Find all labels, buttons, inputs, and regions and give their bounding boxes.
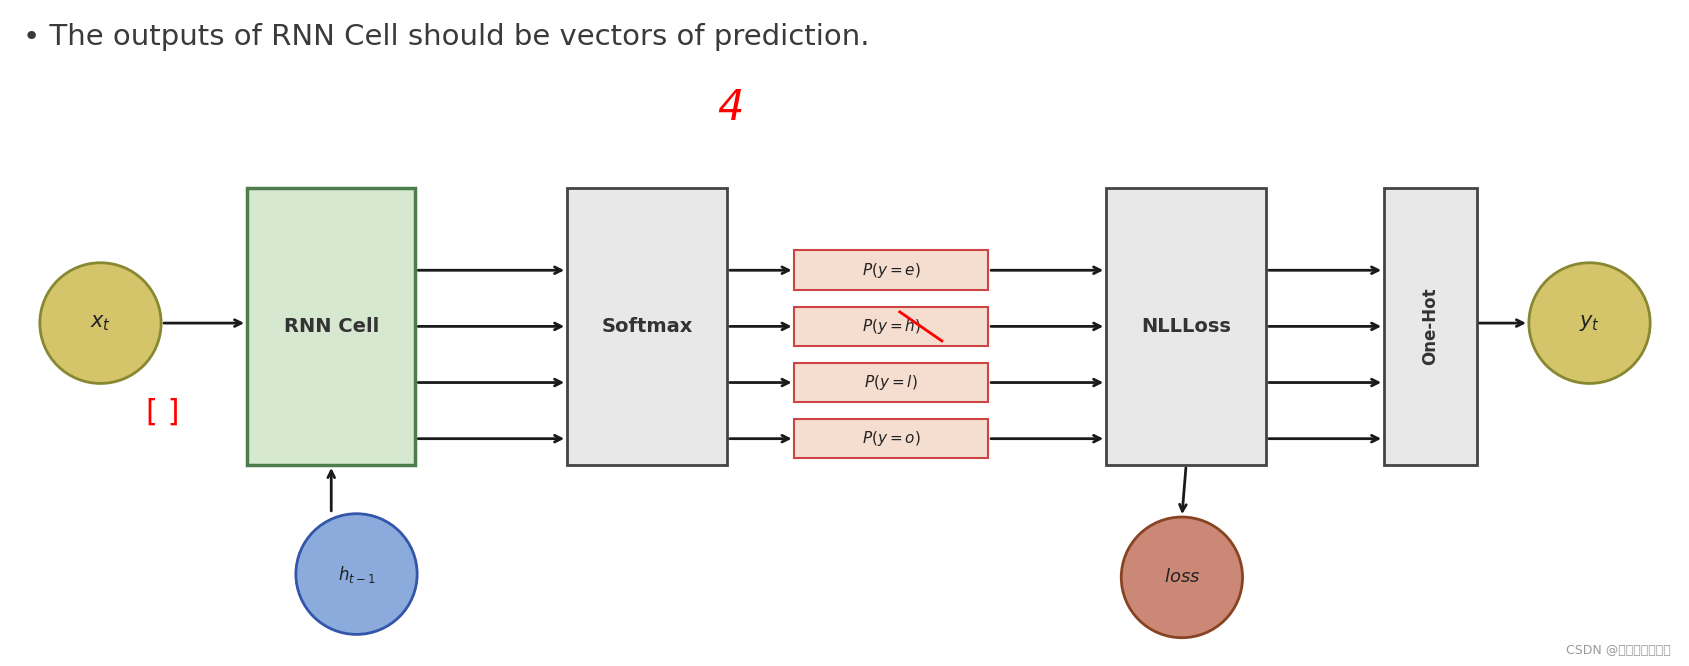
Text: CSDN @北边一颗小星星: CSDN @北边一颗小星星 [1564, 643, 1669, 657]
Text: NLLLoss: NLLLoss [1140, 317, 1230, 336]
Text: • The outputs of RNN Cell should be vectors of prediction.: • The outputs of RNN Cell should be vect… [24, 23, 868, 51]
FancyBboxPatch shape [1383, 188, 1476, 465]
FancyBboxPatch shape [794, 419, 988, 458]
Ellipse shape [1120, 517, 1241, 638]
Text: Softmax: Softmax [601, 317, 692, 336]
FancyBboxPatch shape [568, 188, 726, 465]
Text: $P(y = l)$: $P(y = l)$ [865, 373, 917, 392]
Text: $P(y = h)$: $P(y = h)$ [861, 317, 921, 336]
Ellipse shape [296, 513, 417, 635]
Text: One-Hot: One-Hot [1420, 288, 1439, 365]
FancyBboxPatch shape [247, 188, 415, 465]
FancyBboxPatch shape [1105, 188, 1265, 465]
Text: $x_t$: $x_t$ [90, 313, 111, 333]
Text: 4: 4 [716, 87, 743, 129]
Text: $P(y = e)$: $P(y = e)$ [861, 261, 921, 280]
Text: $h_{t-1}$: $h_{t-1}$ [338, 563, 375, 585]
Ellipse shape [41, 263, 160, 384]
FancyBboxPatch shape [794, 363, 988, 402]
FancyBboxPatch shape [794, 250, 988, 290]
Text: $P(y = o)$: $P(y = o)$ [861, 429, 921, 448]
Text: $loss$: $loss$ [1164, 568, 1199, 586]
Text: RNN Cell: RNN Cell [284, 317, 378, 336]
Text: [ ]: [ ] [145, 398, 179, 427]
Ellipse shape [1529, 263, 1648, 384]
FancyBboxPatch shape [794, 306, 988, 346]
Text: $y_t$: $y_t$ [1578, 313, 1599, 333]
